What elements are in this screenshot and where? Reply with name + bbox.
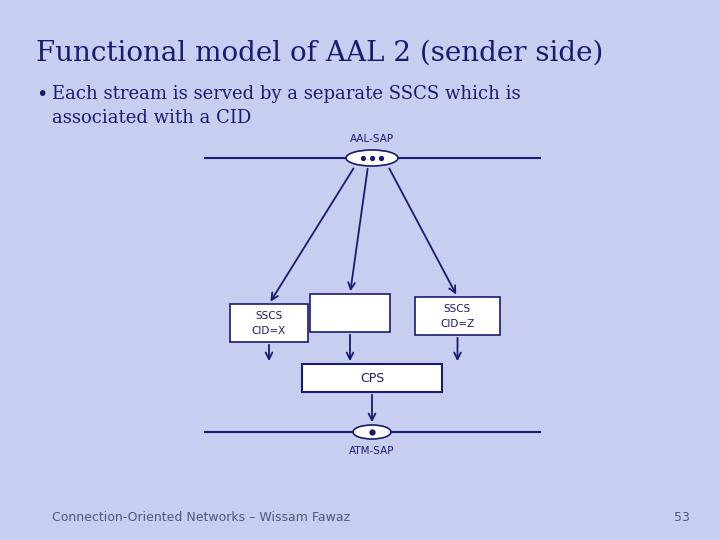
- Text: •: •: [36, 85, 48, 104]
- Text: SSCS: SSCS: [336, 301, 364, 311]
- Ellipse shape: [346, 150, 398, 166]
- Bar: [310, 294, 390, 332]
- Bar: [302, 364, 442, 392]
- Bar: [415, 297, 500, 335]
- Text: Each stream is served by a separate SSCS which is
associated with a CID: Each stream is served by a separate SSCS…: [52, 85, 521, 126]
- Text: SSCS: SSCS: [444, 304, 471, 314]
- Text: CPS: CPS: [360, 372, 384, 384]
- Text: Functional model of AAL 2 (sender side): Functional model of AAL 2 (sender side): [36, 40, 603, 67]
- Text: CID=Y: CID=Y: [333, 316, 366, 326]
- Text: SSCS: SSCS: [256, 311, 283, 321]
- Text: CID=X: CID=X: [252, 326, 286, 336]
- Text: Connection-Oriented Networks – Wissam Fawaz: Connection-Oriented Networks – Wissam Fa…: [52, 511, 350, 524]
- Text: ATM-SAP: ATM-SAP: [349, 446, 395, 456]
- Text: 53: 53: [674, 511, 690, 524]
- Text: AAL-SAP: AAL-SAP: [350, 134, 394, 144]
- Text: CID=Z: CID=Z: [441, 319, 474, 329]
- Bar: [230, 304, 308, 342]
- Ellipse shape: [353, 425, 391, 439]
